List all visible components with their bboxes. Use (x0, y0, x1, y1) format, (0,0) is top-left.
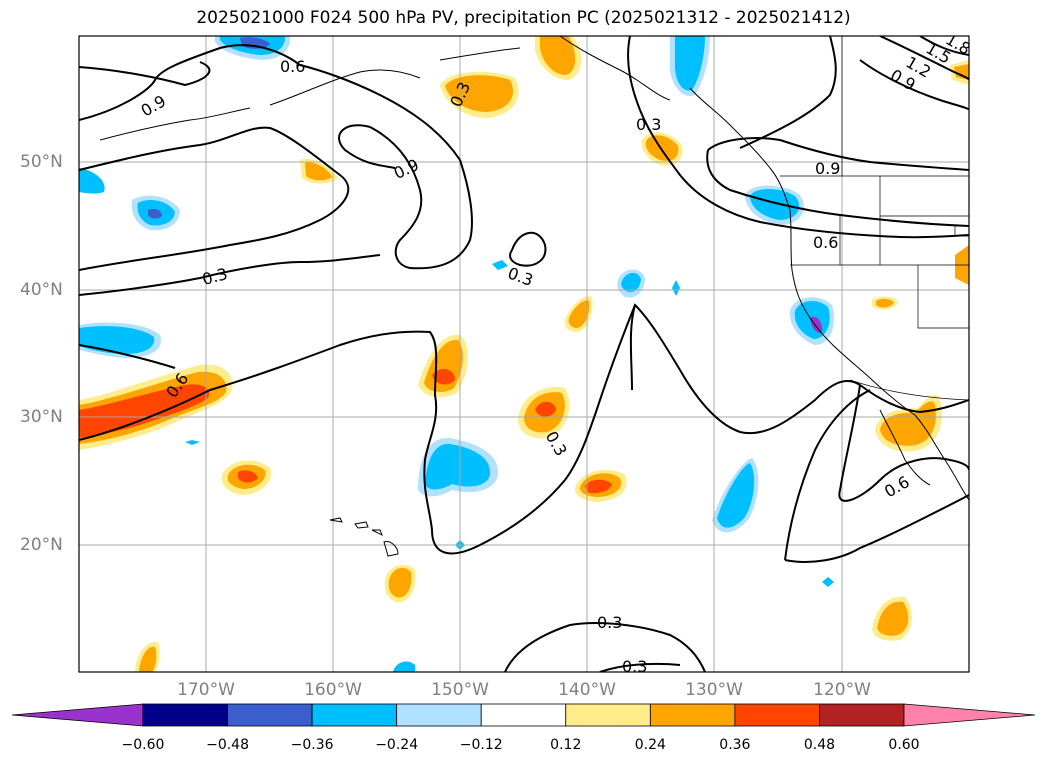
colorbar-segment (734, 703, 820, 727)
svg-text:0.6: 0.6 (813, 233, 838, 252)
lon-label-160: 160°W (304, 680, 362, 700)
pv-contours (79, 36, 969, 672)
colorbar-segment (396, 703, 482, 727)
colorbar-tick-label: −0.36 (290, 737, 334, 753)
colorbar-tick-label: 0.60 (888, 737, 920, 753)
precipitation-shading (79, 36, 969, 672)
lon-label-120: 120°W (813, 680, 871, 700)
colorbar-extend-high (903, 703, 1036, 727)
svg-text:0.3: 0.3 (200, 264, 230, 289)
svg-text:0.3: 0.3 (597, 613, 622, 632)
lon-label-140: 140°W (558, 680, 616, 700)
lon-label-170: 170°W (177, 680, 235, 700)
colorbar-segment (142, 703, 228, 727)
lat-label-40: 40°N (20, 280, 63, 300)
svg-text:0.3: 0.3 (636, 115, 661, 134)
colorbar-segment (311, 703, 398, 727)
colorbar-tick-label: −0.60 (121, 737, 165, 753)
contour-labels: 0.6 0.9 0.3 0.9 0.3 0.3 0.6 0.3 0.3 0.9 … (138, 36, 969, 676)
svg-text:0.9: 0.9 (815, 159, 840, 178)
lat-label-20: 20°N (20, 535, 63, 555)
coastlines (99, 36, 969, 557)
lat-label-30: 30°N (20, 407, 63, 427)
colorbar-segment (480, 703, 567, 727)
colorbar-tick-label: 0.48 (803, 737, 836, 753)
colorbar-tick-label: 0.24 (634, 737, 666, 753)
graticule (79, 36, 969, 672)
colorbar-segment (565, 703, 651, 727)
svg-text:0.3: 0.3 (622, 657, 647, 676)
svg-text:0.3: 0.3 (505, 263, 535, 290)
colorbar-tick-label: 0.36 (719, 737, 751, 753)
colorbar-extend-low (11, 703, 144, 727)
svg-text:0.6: 0.6 (280, 57, 305, 76)
svg-text:0.6: 0.6 (881, 472, 913, 501)
colorbar-tick-label: −0.48 (206, 737, 249, 753)
svg-text:0.9: 0.9 (138, 91, 170, 120)
colorbar-tick-label: −0.12 (459, 737, 503, 753)
map-title: 2025021000 F024 500 hPa PV, precipitatio… (196, 8, 851, 28)
map-frame (78, 35, 970, 673)
colorbar-segment (819, 703, 905, 727)
colorbar (11, 703, 1036, 727)
lon-label-150: 150°W (431, 680, 489, 700)
political-borders (780, 36, 969, 401)
colorbar-tick-label: 0.12 (550, 737, 582, 753)
colorbar-tick-label: −0.24 (375, 737, 419, 753)
colorbar-segment (227, 703, 313, 727)
lat-label-50: 50°N (20, 152, 63, 172)
map-plot-area: 0.6 0.9 0.3 0.9 0.3 0.3 0.6 0.3 0.3 0.9 … (79, 36, 969, 676)
lon-label-130: 130°W (685, 680, 743, 700)
colorbar-segment (649, 703, 736, 727)
